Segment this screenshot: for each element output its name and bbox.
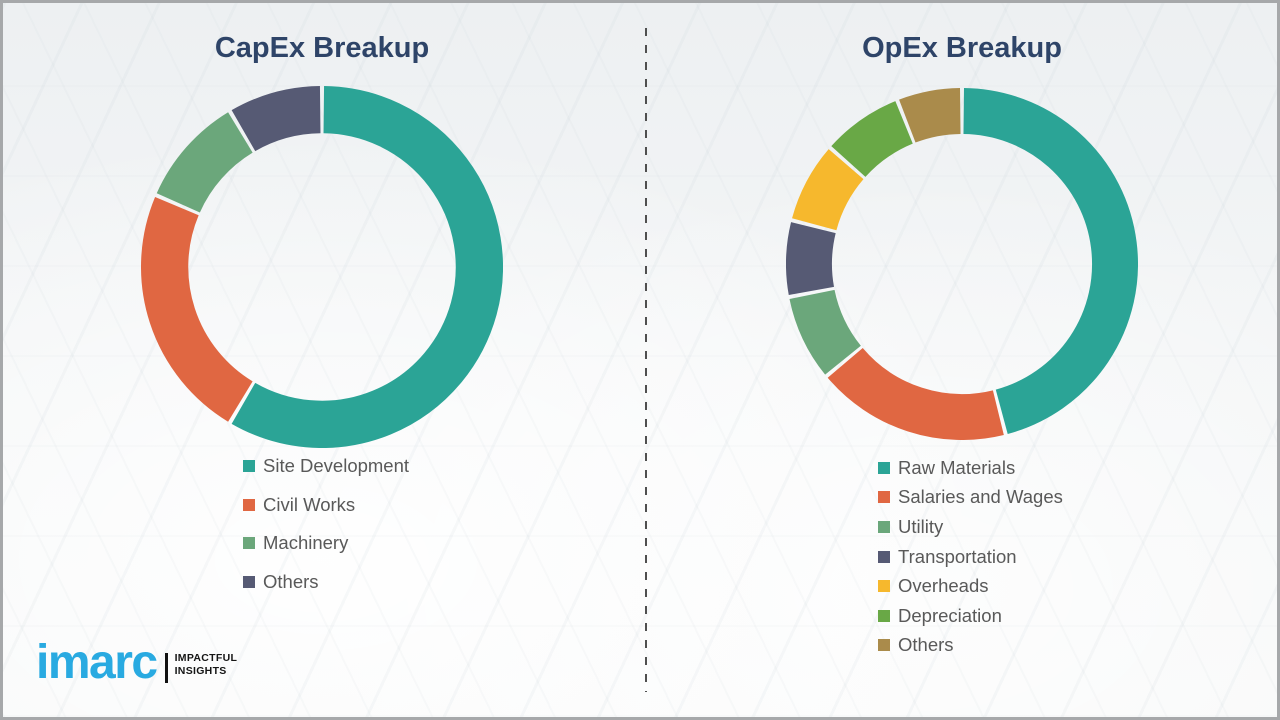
- logo-tagline-line1: IMPACTFUL: [174, 652, 238, 664]
- donut-segment-transportation: [786, 222, 836, 296]
- capex-legend: Site Development Civil Works Machinery Othe…: [243, 447, 409, 601]
- capex-title: CapEx Breakup: [214, 32, 430, 64]
- opex-legend: Raw Materials Salaries and Wages Utility Tr…: [878, 453, 1063, 660]
- legend-item-salaries-and-wages: Salaries and Wages: [878, 483, 1063, 513]
- logo-divider-bar: [164, 653, 168, 683]
- legend-label-overheads: Overheads: [898, 575, 989, 597]
- legend-marker-raw-materials: [878, 461, 890, 474]
- legend-item-transportation: Transportation: [878, 542, 1063, 572]
- donut-segment-others: [899, 88, 962, 143]
- donut-segment-overheads: [792, 149, 864, 231]
- donut-segment-depreciation: [831, 101, 914, 178]
- logo-tagline-line2: INSIGHTS: [174, 664, 227, 677]
- capex-donut-chart: [141, 86, 503, 448]
- imarc-logo: imarc IMPACTFUL INSIGHTS: [36, 639, 237, 687]
- legend-label-salaries-and-wages: Salaries and Wages: [898, 486, 1063, 508]
- donut-segment-salaries-and-wages: [827, 347, 1004, 440]
- legend-marker-civil-works: [243, 498, 255, 511]
- legend-item-overheads: Overheads: [878, 571, 1063, 601]
- legend-label-raw-materials: Raw Materials: [898, 456, 1016, 478]
- legend-marker-overheads: [878, 580, 890, 593]
- legend-item-others: Others: [243, 563, 409, 602]
- legend-marker-site-development: [243, 460, 255, 473]
- legend-label-site-development: Site Development: [263, 455, 410, 477]
- logo-tagline: IMPACTFUL INSIGHTS: [175, 652, 238, 677]
- dashed-divider-line: [645, 28, 647, 692]
- legend-item-others: Others: [878, 631, 1063, 661]
- legend-marker-others: [243, 575, 255, 588]
- legend-label-others: Others: [898, 634, 954, 656]
- legend-label-depreciation: Depreciation: [898, 604, 1002, 626]
- donut-segment-machinery: [156, 112, 254, 214]
- donut-segment-others: [231, 86, 322, 152]
- legend-label-civil-works: Civil Works: [263, 493, 356, 515]
- legend-item-machinery: Machinery: [243, 524, 409, 563]
- imarc-logo-text: imarc: [36, 636, 158, 689]
- legend-marker-others: [878, 639, 890, 652]
- legend-marker-machinery: [243, 537, 255, 550]
- legend-label-others: Others: [263, 570, 319, 592]
- legend-item-civil-works: Civil Works: [243, 486, 409, 525]
- donut-segment-raw-materials: [963, 88, 1138, 434]
- legend-label-transportation: Transportation: [898, 545, 1017, 567]
- donut-segment-civil-works: [141, 197, 254, 422]
- opex-donut-chart: [786, 88, 1138, 440]
- legend-item-raw-materials: Raw Materials: [878, 453, 1063, 483]
- legend-label-machinery: Machinery: [263, 532, 349, 554]
- donut-segment-site-development: [231, 86, 503, 448]
- legend-label-utility: Utility: [898, 515, 944, 537]
- opex-title: OpEx Breakup: [862, 32, 1062, 64]
- legend-item-site-development: Site Development: [243, 447, 409, 486]
- legend-marker-salaries-and-wages: [878, 491, 890, 504]
- legend-item-utility: Utility: [878, 512, 1063, 542]
- legend-marker-depreciation: [878, 609, 890, 622]
- legend-marker-utility: [878, 520, 890, 533]
- donut-segment-utility: [789, 289, 862, 375]
- legend-item-depreciation: Depreciation: [878, 601, 1063, 631]
- legend-marker-transportation: [878, 550, 890, 563]
